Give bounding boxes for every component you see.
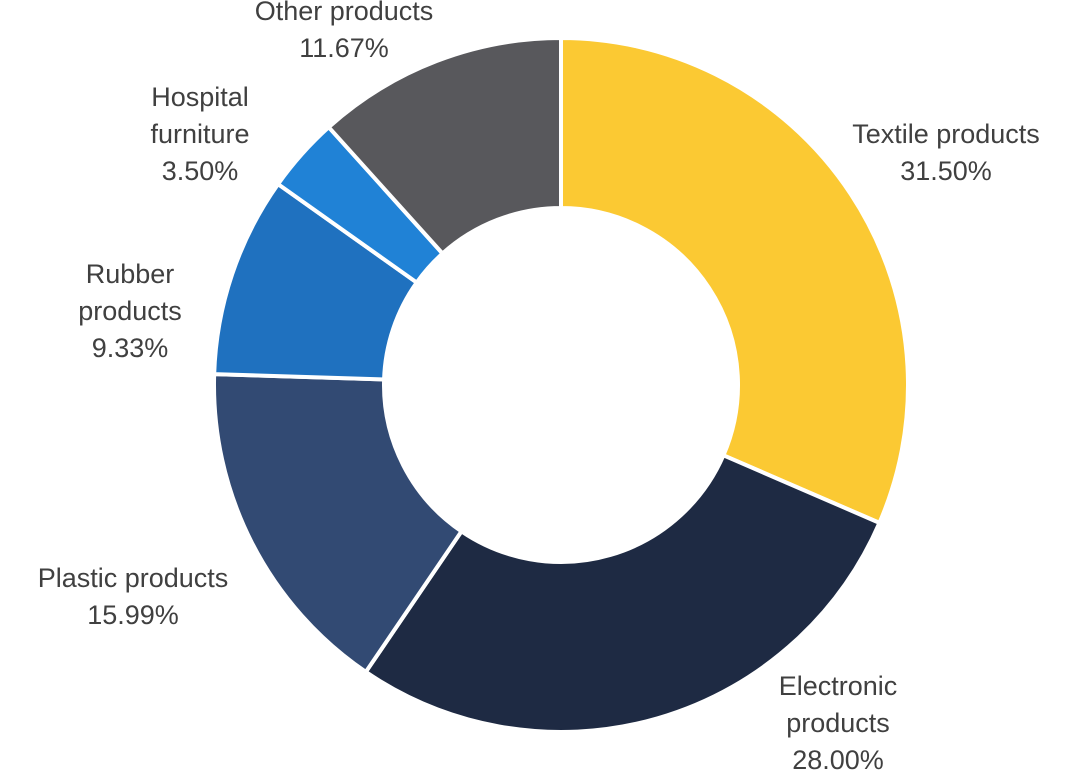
slice-category-label: Plastic products [38, 563, 229, 593]
slice-1 [363, 453, 882, 734]
slice-category-label: Other products [255, 0, 434, 26]
slice-value-label: 11.67% [299, 33, 389, 63]
slice-category-label: Hospital [151, 82, 249, 112]
slice-category-label: products [786, 708, 890, 738]
slice-category-label: furniture [150, 119, 249, 149]
slice-labels: Textile products 31.50% Electronic products… [38, 0, 1040, 775]
slice-0 [559, 36, 910, 525]
slice-category-label: Textile products [852, 119, 1040, 149]
slice-label-0: Textile products 31.50% [852, 119, 1040, 186]
slice-label-1: Electronic products 28.00% [779, 671, 898, 775]
slice-label-3: Rubber products 9.33% [78, 259, 182, 363]
slice-label-4: Hospital furniture 3.50% [150, 82, 249, 186]
donut-slices [212, 36, 910, 734]
slice-value-label: 28.00% [792, 745, 884, 775]
slice-category-label: Electronic [779, 671, 898, 701]
slice-2 [212, 372, 464, 674]
slice-value-label: 15.99% [87, 600, 179, 630]
slice-value-label: 3.50% [162, 156, 239, 186]
slice-label-5: Other products 11.67% [255, 0, 434, 63]
slice-label-2: Plastic products 15.99% [38, 563, 229, 630]
slice-5 [326, 36, 563, 256]
slice-value-label: 31.50% [900, 156, 992, 186]
slice-category-label: products [78, 296, 182, 326]
slice-value-label: 9.33% [92, 333, 169, 363]
slice-category-label: Rubber [86, 259, 175, 289]
